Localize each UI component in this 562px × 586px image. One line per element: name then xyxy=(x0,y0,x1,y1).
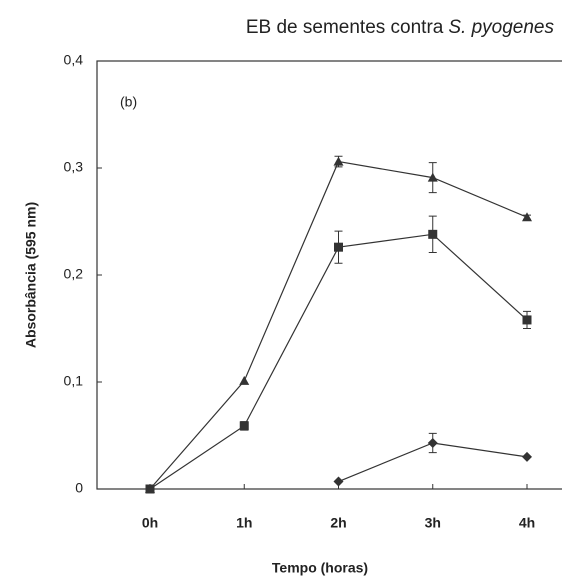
title-italic: S. pyogenes xyxy=(448,17,554,38)
series-line xyxy=(149,160,528,490)
marker xyxy=(427,437,438,448)
marker xyxy=(427,172,438,182)
marker xyxy=(522,212,532,222)
marker xyxy=(522,315,532,325)
marker xyxy=(428,229,438,239)
marker xyxy=(239,421,249,431)
title-text: EB de sementes contra xyxy=(246,17,444,38)
annotation: (b) xyxy=(120,94,137,110)
x-tick-label: 0h xyxy=(142,515,158,531)
y-axis-label: Absorbância (595 nm) xyxy=(23,202,39,348)
x-tick-label: 3h xyxy=(425,515,441,531)
x-tick-label: 2h xyxy=(330,515,346,531)
y-tick-label: 0,3 xyxy=(64,159,84,175)
marker xyxy=(145,484,155,494)
plot-frame xyxy=(96,60,562,490)
y-tick-label: 0 xyxy=(75,480,83,496)
chart-title: EB de sementes contra S. pyogenes xyxy=(246,17,555,38)
y-tick-label: 0,2 xyxy=(64,266,84,282)
y-tick-label: 0,4 xyxy=(64,52,84,68)
marker xyxy=(239,375,250,385)
marker xyxy=(334,242,343,252)
x-axis-label: Tempo (horas) xyxy=(272,560,368,576)
series-line xyxy=(149,233,528,490)
x-tick-label: 1h xyxy=(236,515,252,531)
marker xyxy=(333,156,344,166)
marker xyxy=(522,451,532,462)
y-tick-label: 0,1 xyxy=(64,373,84,389)
marker xyxy=(333,476,344,487)
x-tick-label: 4h xyxy=(519,515,535,531)
